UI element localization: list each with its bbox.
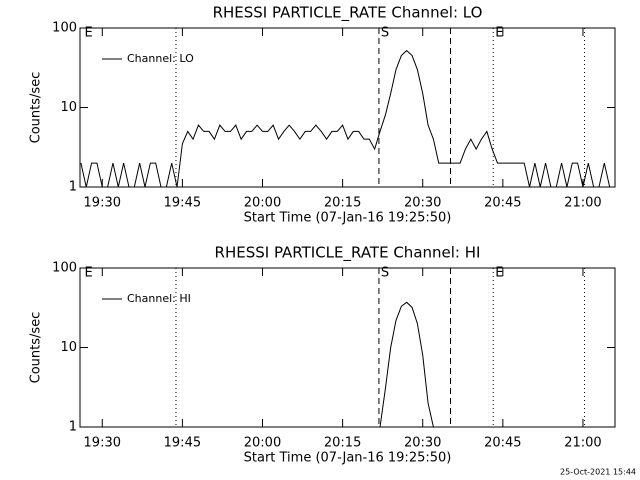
data-line [379,301,434,428]
y-tick-label: 1 [69,180,77,195]
x-tick-label: 20:00 [244,196,281,211]
x-tick-label: 19:30 [84,196,121,211]
y-tick-label: 100 [52,21,77,36]
marker-label: E [495,266,503,281]
y-tick-label: 1 [69,420,77,435]
x-axis-label: Start Time (07-Jan-16 19:25:50) [244,451,452,466]
x-tick-label: 20:45 [484,436,521,451]
y-tick-label: 10 [60,340,77,355]
x-tick-label: 20:15 [324,196,361,211]
marker-label: E [85,266,93,281]
x-tick-label: 19:30 [84,436,121,451]
marker-label: E [85,26,93,41]
y-axis-label: Counts/sec [29,72,44,144]
x-tick-label: 21:00 [564,196,601,211]
x-tick-label: 20:00 [244,436,281,451]
marker-label: S [381,26,389,41]
x-tick-label: 20:45 [484,196,521,211]
data-line [80,49,611,188]
x-axis-label: Start Time (07-Jan-16 19:25:50) [244,211,452,226]
x-tick-label: 20:30 [404,196,441,211]
x-tick-label: 20:30 [404,436,441,451]
marker-label: S [381,266,389,281]
chart-title: RHESSI PARTICLE_RATE Channel: LO [213,4,483,23]
x-tick-label: 20:15 [324,436,361,451]
y-axis-label: Counts/sec [29,312,44,384]
timestamp: 25-Oct-2021 15:44 [560,468,636,477]
chart-title: RHESSI PARTICLE_RATE Channel: HI [215,244,481,263]
x-tick-label: 19:45 [164,436,201,451]
legend-label: Channel: LO [127,52,194,65]
x-tick-label: 21:00 [564,436,601,451]
y-tick-label: 10 [60,100,77,115]
marker-label: E [495,26,503,41]
legend-label: Channel: HI [127,292,191,305]
y-tick-label: 100 [52,261,77,276]
x-tick-label: 19:45 [164,196,201,211]
